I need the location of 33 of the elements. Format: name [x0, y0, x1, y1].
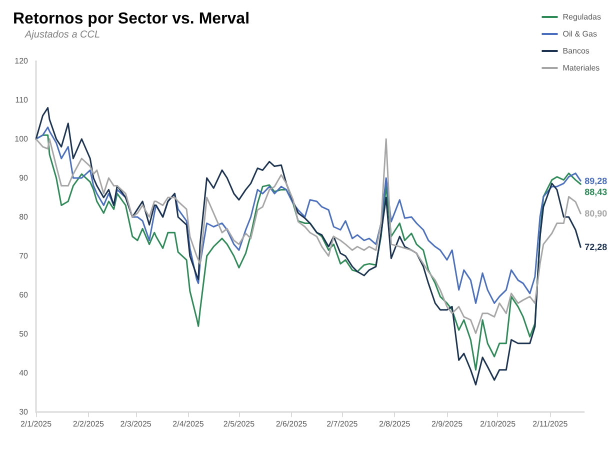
x-tick-label: 2/6/2025 [276, 420, 308, 428]
x-tick-label: 2/7/2025 [326, 420, 358, 428]
x-tick-label: 2/10/2025 [480, 420, 516, 428]
legend-label: Bancos [562, 46, 590, 56]
y-tick-label: 80 [19, 212, 29, 222]
y-tick-label: 110 [15, 96, 29, 104]
chart-title: Retornos por Sector vs. Merval [13, 10, 250, 28]
x-tick-label: 2/11/2025 [532, 420, 568, 428]
line-series [35, 138, 582, 334]
x-tick-label: 2/4/2025 [172, 420, 204, 428]
x-tick-label: 2/8/2025 [379, 420, 411, 428]
y-tick-label: 120 [14, 56, 29, 66]
data-label: 89,28 [584, 176, 608, 186]
x-tick-label: 2/5/2025 [223, 420, 256, 428]
y-tick-label: 30 [19, 408, 29, 416]
chart-subtitle: Ajustados a CCL [24, 30, 100, 40]
y-tick-label: 100 [14, 134, 29, 144]
legend-label: Reguladas [562, 12, 601, 22]
x-tick-label: 2/9/2025 [431, 420, 464, 428]
y-tick-label: 40 [19, 368, 29, 378]
x-tick-label: 2/3/2025 [120, 420, 152, 428]
y-tick-label: 50 [19, 330, 29, 338]
y-tick-label: 60 [19, 290, 29, 300]
data-label: 88,43 [584, 186, 608, 197]
x-tick-label: 2/2/2025 [72, 420, 105, 428]
legend-label: Materiales [562, 64, 600, 72]
legend-label: Oil & Gas [562, 30, 597, 38]
data-label: 80,90 [584, 208, 608, 218]
line-series [35, 126, 582, 304]
y-tick-label: 90 [19, 174, 29, 182]
x-tick-label: 2/1/2025 [20, 420, 52, 428]
data-label: 72,28 [584, 242, 608, 252]
y-tick-label: 70 [19, 252, 29, 260]
